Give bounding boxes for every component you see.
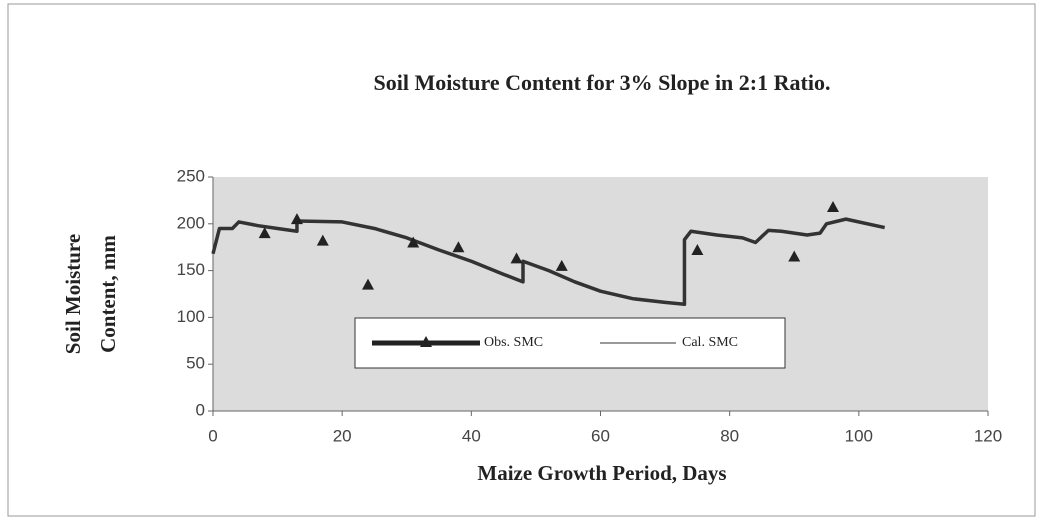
x-tick-label: 40	[462, 426, 481, 445]
marker	[555, 259, 568, 271]
marker	[407, 236, 420, 248]
line	[211, 217, 886, 307]
chart-title: Soil Moisture Content for 3% Slope in 2:…	[374, 70, 831, 95]
marker	[510, 252, 523, 264]
x-tick-label: 120	[974, 426, 1002, 445]
legend-label: Obs. SMC	[484, 335, 543, 350]
marker	[452, 241, 465, 253]
legend-swatch	[420, 336, 432, 347]
y-tick-label: 150	[177, 260, 205, 279]
plot-area	[213, 177, 988, 411]
y-tick-label: 0	[196, 400, 205, 419]
y-tick-label: 100	[177, 307, 205, 326]
y-axis-title: Content, mm	[96, 235, 120, 353]
y-axis-title: Soil Moisture	[61, 234, 85, 354]
marker	[691, 244, 704, 256]
marker	[827, 200, 839, 212]
marker	[788, 250, 801, 262]
y-tick-label: 200	[177, 213, 205, 232]
legend-label: Cal. SMC	[682, 335, 738, 350]
x-tick-label: 100	[845, 426, 873, 445]
x-tick-label: 80	[720, 426, 739, 445]
marker	[290, 213, 303, 225]
x-tick-label: 0	[208, 426, 217, 445]
plot: 0 50 100 150 200 250 0 20 40 60 80 100 120	[177, 166, 1003, 445]
x-tick-label: 20	[333, 426, 352, 445]
marker	[258, 227, 271, 239]
chart-frame	[7, 3, 1036, 517]
marker	[362, 278, 374, 290]
marker	[316, 234, 329, 246]
x-tick-label: 60	[591, 426, 610, 445]
y-tick-label: 250	[177, 166, 205, 185]
x-axis-title: Maize Growth Period, Days	[477, 461, 726, 485]
y-tick-label: 50	[186, 354, 205, 373]
